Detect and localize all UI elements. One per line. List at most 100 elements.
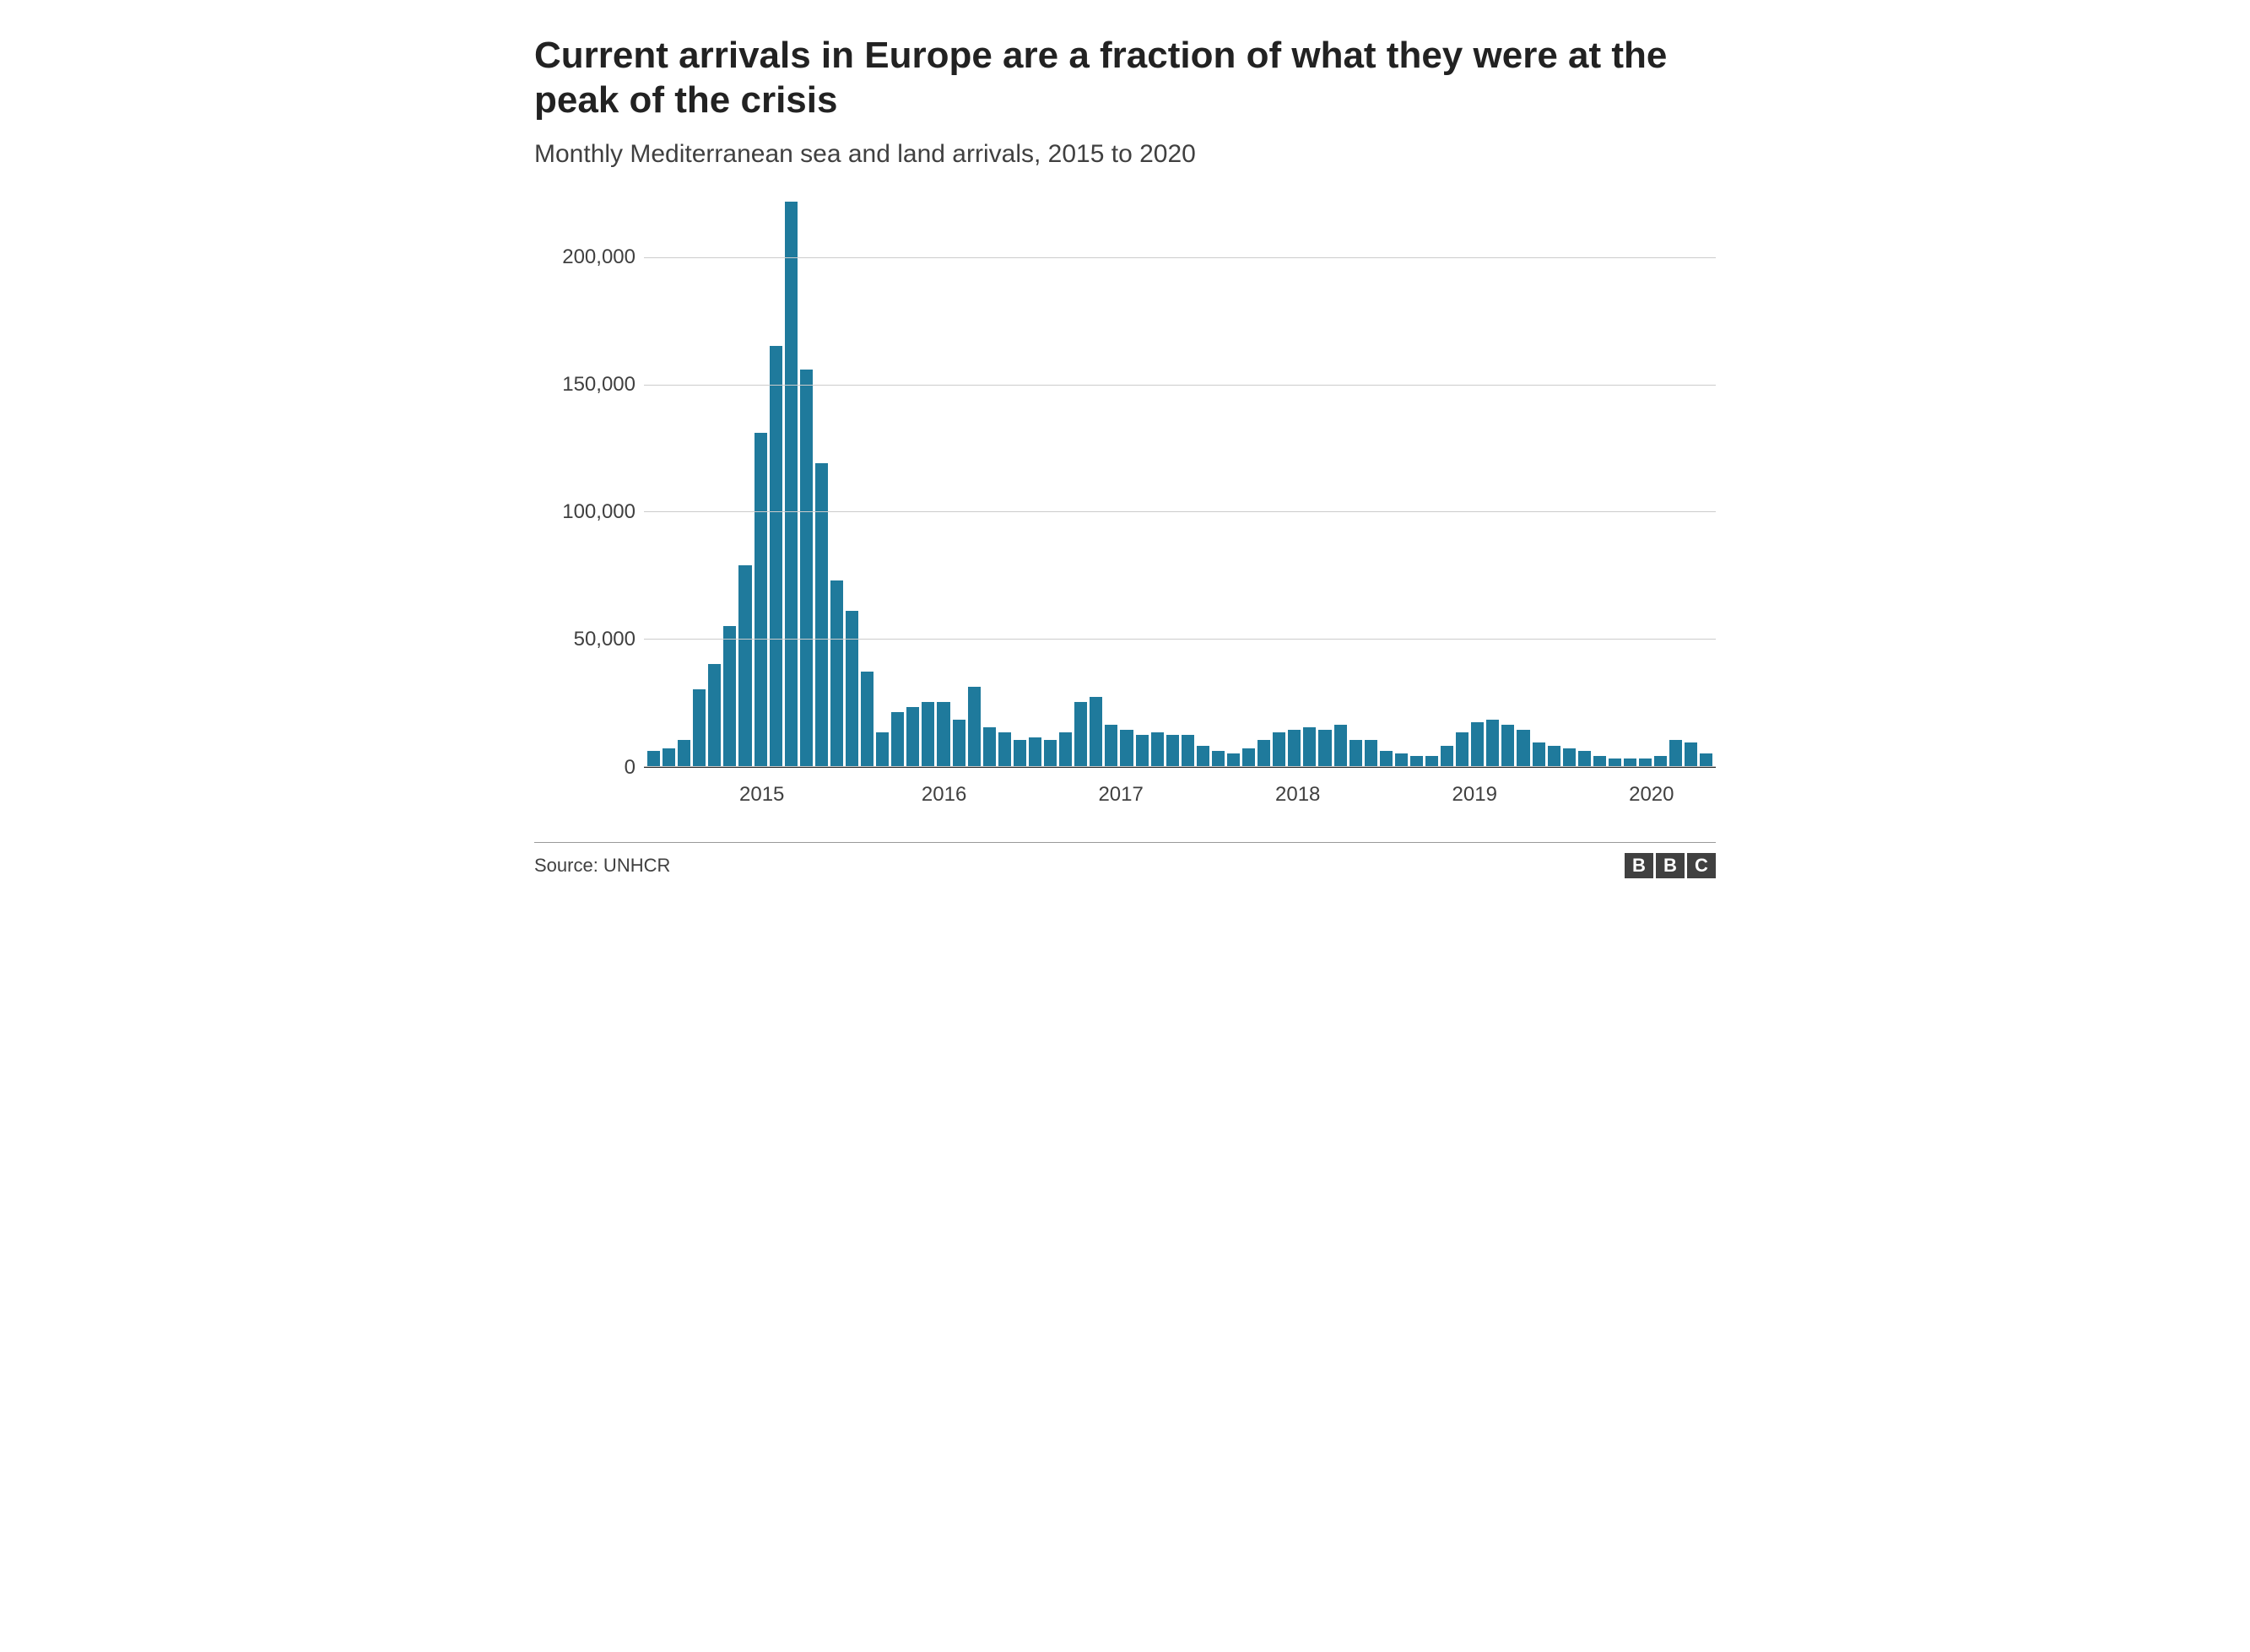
- bar: [1456, 732, 1468, 765]
- bar: [1425, 756, 1438, 766]
- bar: [983, 727, 996, 765]
- bar: [1380, 751, 1393, 766]
- x-axis: 2015 2016 2017 2018 2019 2020: [644, 776, 1716, 817]
- bar: [1486, 720, 1499, 765]
- bar: [1197, 746, 1209, 766]
- bbc-logo: B B C: [1625, 853, 1716, 878]
- y-tick-label: 150,000: [562, 373, 636, 397]
- chart-subtitle: Monthly Mediterranean sea and land arriv…: [534, 140, 1716, 169]
- bar: [922, 702, 934, 765]
- bar: [1044, 740, 1057, 765]
- bar: [1563, 748, 1576, 766]
- x-tick-label: 2017: [1098, 783, 1143, 807]
- bar: [1593, 756, 1606, 766]
- bar: [1609, 759, 1621, 766]
- chart-footer: Source: UNHCR B B C: [534, 842, 1716, 878]
- x-tick-label: 2019: [1452, 783, 1497, 807]
- bar: [1669, 740, 1682, 765]
- bar: [755, 433, 767, 766]
- gridline: [644, 257, 1716, 258]
- bar: [1395, 753, 1408, 766]
- x-tick-label: 2015: [739, 783, 784, 807]
- bar: [1318, 730, 1331, 765]
- bar: [1700, 753, 1712, 766]
- x-tick-label: 2018: [1275, 783, 1320, 807]
- bar: [770, 346, 782, 765]
- bar: [1349, 740, 1362, 765]
- gridline: [644, 511, 1716, 512]
- bar: [1136, 735, 1149, 765]
- bar: [1212, 751, 1225, 766]
- bar: [678, 740, 690, 765]
- source-text: Source: UNHCR: [534, 855, 670, 877]
- bars-group: [644, 194, 1716, 766]
- y-tick-label: 0: [625, 756, 636, 780]
- bar: [906, 707, 919, 765]
- plot: [644, 194, 1716, 768]
- bar: [708, 664, 721, 766]
- bbc-logo-letter: B: [1656, 853, 1685, 878]
- x-axis-inner: 2015 2016 2017 2018 2019 2020: [644, 783, 1716, 817]
- bar: [1441, 746, 1453, 766]
- bar: [1303, 727, 1316, 765]
- bar: [1548, 746, 1560, 766]
- bar: [1288, 730, 1301, 765]
- bar: [1166, 735, 1179, 765]
- bar: [1029, 737, 1041, 765]
- bar: [785, 202, 798, 766]
- bar: [1074, 702, 1087, 765]
- bar: [723, 626, 736, 766]
- bar: [1578, 751, 1591, 766]
- bar: [1334, 725, 1347, 765]
- y-tick-label: 50,000: [574, 628, 636, 651]
- bar: [1624, 759, 1636, 766]
- bar: [1533, 742, 1545, 765]
- bar: [663, 748, 675, 766]
- bar: [1471, 722, 1484, 765]
- gridline: [644, 385, 1716, 386]
- chart-container: Current arrivals in Europe are a fractio…: [534, 34, 1716, 878]
- y-tick-label: 100,000: [562, 500, 636, 524]
- bar: [876, 732, 889, 765]
- chart-title: Current arrivals in Europe are a fractio…: [534, 34, 1716, 123]
- bar: [937, 702, 949, 765]
- bar: [861, 672, 873, 765]
- bar: [1014, 740, 1026, 765]
- bar: [953, 720, 965, 765]
- bar: [1151, 732, 1164, 765]
- gridline: [644, 639, 1716, 640]
- bar: [693, 689, 706, 765]
- bar: [1410, 756, 1423, 766]
- bar: [738, 565, 751, 766]
- bar: [647, 751, 660, 766]
- bar: [1090, 697, 1102, 765]
- plot-area: 050,000100,000150,000200,000: [534, 194, 1716, 768]
- bar: [846, 611, 858, 766]
- x-tick-label: 2016: [922, 783, 966, 807]
- bar: [1242, 748, 1255, 766]
- bar: [1182, 735, 1194, 765]
- bar: [1517, 730, 1529, 765]
- bar: [1120, 730, 1133, 765]
- bar: [998, 732, 1011, 765]
- bar: [1685, 742, 1697, 765]
- bar: [1639, 759, 1652, 766]
- bar: [815, 463, 828, 766]
- bar: [1273, 732, 1285, 765]
- bar: [1501, 725, 1514, 765]
- bar: [1105, 725, 1117, 765]
- y-axis: 050,000100,000150,000200,000: [534, 194, 644, 768]
- bar: [1059, 732, 1072, 765]
- y-tick-label: 200,000: [562, 246, 636, 269]
- bbc-logo-letter: B: [1625, 853, 1653, 878]
- bar: [1258, 740, 1270, 765]
- gridline: [644, 766, 1716, 767]
- bar: [891, 712, 904, 765]
- bbc-logo-letter: C: [1687, 853, 1716, 878]
- bar: [1654, 756, 1667, 766]
- bar: [1365, 740, 1377, 765]
- bar: [800, 370, 813, 766]
- bar: [1227, 753, 1240, 766]
- bar: [968, 687, 981, 765]
- x-tick-label: 2020: [1629, 783, 1674, 807]
